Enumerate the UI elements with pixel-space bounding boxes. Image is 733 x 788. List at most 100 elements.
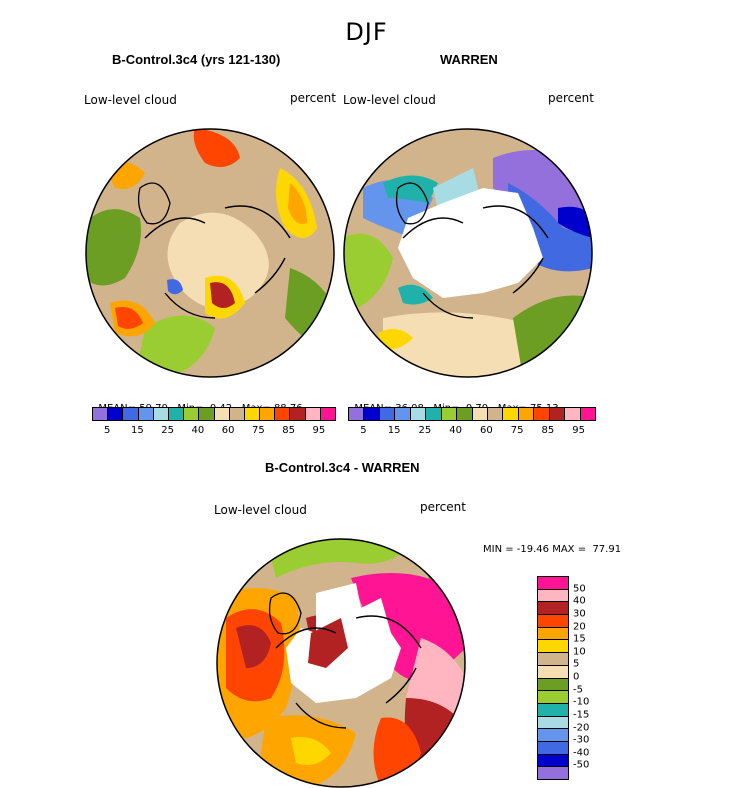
panel1-title: B-Control.3c4 (yrs 121-130) bbox=[112, 52, 281, 67]
colorbar-tick-label: -50 bbox=[573, 759, 590, 771]
panel2-units: percent bbox=[548, 91, 594, 105]
colorbar-cell bbox=[538, 754, 568, 768]
colorbar-tick-label: 30 bbox=[573, 608, 586, 620]
panel2-colorbar-ticks: 5 15 25 40 60 75 85 95 bbox=[348, 425, 594, 439]
p2-orange-s bbox=[378, 329, 413, 350]
p1-red-sw bbox=[115, 307, 143, 329]
colorbar-tick-label: 60 bbox=[221, 425, 235, 436]
colorbar-cell bbox=[168, 408, 185, 420]
colorbar-tick-label: 75 bbox=[510, 425, 524, 436]
colorbar-tick-label: 15 bbox=[573, 633, 586, 645]
colorbar-tick-label: 0 bbox=[573, 671, 580, 683]
colorbar-tick-label: -20 bbox=[573, 722, 590, 733]
colorbar-tick-label: 40 bbox=[449, 425, 462, 436]
colorbar-cell bbox=[503, 408, 519, 420]
colorbar-tick-label: -30 bbox=[573, 734, 590, 746]
colorbar-cell bbox=[244, 408, 261, 420]
colorbar-tick-label: 20 bbox=[573, 621, 586, 632]
panel3-colorbar-ticks: 50 40 30 20 15 10 5 0 -5 -10 -15 -20 -30 -40 -50 bbox=[573, 576, 613, 778]
colorbar-tick-label: 25 bbox=[161, 425, 174, 436]
panel3-units: percent bbox=[420, 500, 466, 514]
colorbar-cell bbox=[108, 408, 124, 420]
colorbar-cell bbox=[534, 408, 550, 420]
colorbar-cell bbox=[538, 627, 568, 641]
p1-red-mid bbox=[210, 282, 235, 308]
colorbar-cell bbox=[426, 408, 442, 420]
colorbar-tick-label: 10 bbox=[573, 646, 586, 658]
colorbar-cell bbox=[199, 408, 215, 420]
colorbar-tick-label: 40 bbox=[573, 595, 586, 607]
panel3-field-label: Low-level cloud bbox=[214, 503, 307, 517]
colorbar-cell bbox=[538, 716, 568, 730]
colorbar-tick-label: 95 bbox=[572, 425, 585, 436]
colorbar-cell bbox=[214, 408, 230, 420]
colorbar-cell bbox=[487, 408, 504, 420]
colorbar-cell bbox=[229, 408, 245, 420]
colorbar-tick-label: 5 bbox=[573, 658, 580, 670]
colorbar-cell bbox=[538, 729, 568, 742]
colorbar-cell bbox=[153, 408, 169, 420]
panel1-colorbar bbox=[92, 407, 336, 421]
colorbar-cell bbox=[364, 408, 380, 420]
p2-coast-greenland bbox=[395, 182, 429, 225]
p1-coast-ring bbox=[144, 205, 291, 319]
p3-yellow-s bbox=[291, 737, 331, 766]
panel1-units: percent bbox=[290, 91, 336, 105]
colorbar-tick-label: 75 bbox=[252, 425, 265, 436]
panel2-title: WARREN bbox=[440, 52, 498, 67]
p2-darkblue-edge bbox=[558, 206, 592, 238]
p1-center-wheat bbox=[167, 212, 269, 309]
panel3-stats: MIN = -19.46 MAX = 77.91 bbox=[483, 544, 622, 555]
panel3-title: B-Control.3c4 - WARREN bbox=[265, 460, 420, 475]
colorbar-cell bbox=[538, 589, 568, 603]
colorbar-cell bbox=[410, 408, 427, 420]
colorbar-cell bbox=[184, 408, 200, 420]
panel1-colorbar-ticks: 5 15 25 40 60 75 85 95 bbox=[92, 425, 334, 439]
colorbar-cell bbox=[320, 408, 335, 420]
p3-coast-ring bbox=[275, 615, 422, 729]
colorbar-tick-label: 15 bbox=[387, 425, 401, 436]
colorbar-tick-label: 15 bbox=[131, 425, 144, 436]
colorbar-cell bbox=[138, 408, 154, 420]
colorbar-cell bbox=[538, 665, 568, 679]
p1-orange-ne bbox=[288, 183, 307, 224]
colorbar-cell bbox=[549, 408, 566, 420]
p1-green-lower bbox=[135, 315, 215, 377]
colorbar-cell bbox=[349, 408, 365, 420]
colorbar-cell bbox=[379, 408, 396, 420]
p2-wheat-south bbox=[383, 312, 543, 377]
p3-green-top bbox=[266, 539, 416, 578]
colorbar-cell bbox=[538, 615, 568, 628]
colorbar-tick-label: 60 bbox=[480, 425, 493, 436]
colorbar-cell bbox=[472, 408, 488, 420]
p3-darkred-west bbox=[236, 625, 271, 668]
colorbar-cell bbox=[441, 408, 458, 420]
colorbar-cell bbox=[123, 408, 139, 420]
colorbar-tick-label: 40 bbox=[191, 425, 205, 436]
colorbar-tick-label: -15 bbox=[573, 709, 590, 721]
panel3-colorbar bbox=[537, 576, 569, 780]
panel1-polar-map bbox=[85, 128, 335, 378]
colorbar-cell bbox=[538, 741, 568, 755]
p1-coast-greenland bbox=[137, 182, 171, 225]
p2-green-west bbox=[344, 233, 393, 313]
panel2-field-label: Low-level cloud bbox=[343, 93, 436, 107]
panel2-polar-map bbox=[343, 128, 593, 378]
colorbar-cell bbox=[518, 408, 535, 420]
colorbar-tick-label: 5 bbox=[103, 425, 111, 436]
colorbar-tick-label: -40 bbox=[573, 747, 590, 759]
colorbar-cell bbox=[538, 691, 568, 704]
colorbar-cell bbox=[538, 767, 568, 779]
colorbar-tick-label: -10 bbox=[573, 696, 590, 708]
p2-white-center bbox=[398, 188, 543, 298]
colorbar-cell bbox=[395, 408, 411, 420]
colorbar-cell bbox=[538, 640, 568, 654]
colorbar-cell bbox=[538, 653, 568, 666]
p1-green-west bbox=[86, 209, 141, 286]
colorbar-cell bbox=[538, 602, 568, 616]
p1-red-n bbox=[193, 129, 240, 167]
colorbar-tick-label: 85 bbox=[541, 425, 555, 436]
colorbar-tick-label: 50 bbox=[573, 583, 586, 595]
colorbar-cell bbox=[305, 408, 321, 420]
colorbar-cell bbox=[457, 408, 473, 420]
